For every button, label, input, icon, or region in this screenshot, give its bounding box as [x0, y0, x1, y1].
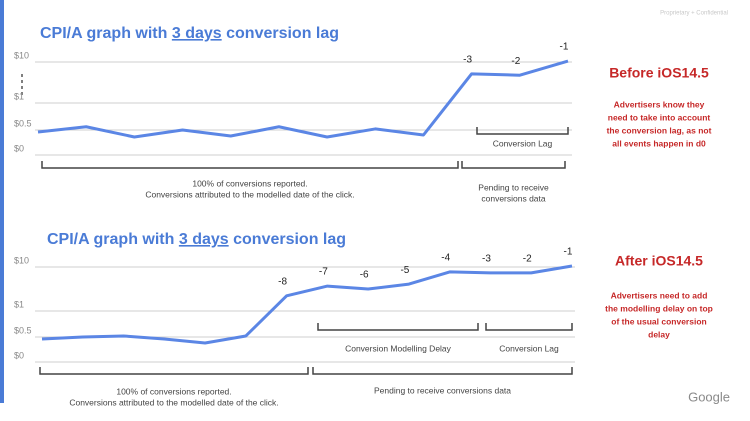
chart-title: CPI/A graph with 3 days conversion lag	[47, 231, 346, 248]
y-tick-label: $10	[14, 50, 29, 60]
point-label: -1	[560, 42, 569, 53]
point-label: -8	[278, 276, 287, 287]
chart-title: CPI/A graph with 3 days conversion lag	[40, 25, 339, 42]
side-text: all events happen in d0	[612, 138, 706, 148]
data-line	[37, 59, 569, 139]
y-tick-label: $0.5	[14, 118, 32, 128]
y-tick-label: $0.5	[14, 325, 32, 335]
accent-bar	[0, 0, 4, 403]
bracket-label: 100% of conversions reported.	[192, 178, 307, 188]
side-text: the modelling delay on top	[605, 303, 713, 313]
point-label: -5	[400, 265, 409, 276]
title-part: CPI/A graph with	[47, 231, 179, 248]
bracket-label: Pending to receive	[478, 182, 549, 192]
point-label: -2	[511, 56, 520, 67]
bracket-label: Conversion Modelling Delay	[345, 343, 452, 353]
y-tick-label: $0	[14, 143, 24, 153]
side-text: Advertisers know they	[614, 99, 705, 109]
data-line	[41, 264, 573, 345]
bracket	[39, 367, 309, 375]
point-label: -4	[441, 253, 450, 264]
side-text: of the usual conversion	[611, 316, 706, 326]
y-tick-label: $1	[14, 91, 24, 101]
title-part: 3 days	[179, 231, 229, 248]
title-part: conversion lag	[229, 231, 346, 248]
bracket	[41, 161, 459, 169]
bracket-label: Pending to receive conversions data	[374, 385, 511, 395]
bracket-label: Conversion Lag	[499, 343, 559, 353]
point-label: -2	[523, 254, 532, 265]
point-label: -6	[360, 270, 369, 281]
bracket	[485, 323, 573, 331]
title-part: CPI/A graph with	[40, 25, 172, 42]
point-label: -1	[564, 247, 573, 258]
bracket-label: conversions data	[481, 193, 546, 203]
y-tick-label: $1	[14, 299, 24, 309]
bracket-label: Conversions attributed to the modelled d…	[145, 189, 354, 199]
bracket	[476, 127, 569, 135]
confidential-note: Proprietary + Confidential	[660, 11, 728, 17]
bracket-label: Conversion Lag	[493, 138, 553, 148]
side-text: the conversion lag, as not	[607, 125, 712, 135]
side-text: delay	[648, 329, 670, 339]
bracket	[317, 323, 479, 331]
bracket-label: 100% of conversions reported.	[116, 386, 231, 396]
bracket	[312, 367, 573, 375]
side-text: Advertisers need to add	[611, 290, 708, 300]
title-part: conversion lag	[222, 25, 339, 42]
side-heading: After iOS14.5	[615, 253, 703, 269]
point-label: -3	[482, 254, 491, 265]
y-tick-label: $10	[14, 255, 29, 265]
side-heading: Before iOS14.5	[609, 65, 709, 81]
side-text: need to take into account	[608, 112, 711, 122]
bracket-label: Conversions attributed to the modelled d…	[69, 397, 278, 407]
bracket	[461, 161, 566, 169]
point-label: -3	[463, 54, 472, 65]
title-part: 3 days	[172, 25, 222, 42]
y-tick-label: $0	[14, 350, 24, 360]
logo: Google	[688, 389, 730, 404]
point-label: -7	[319, 267, 328, 278]
